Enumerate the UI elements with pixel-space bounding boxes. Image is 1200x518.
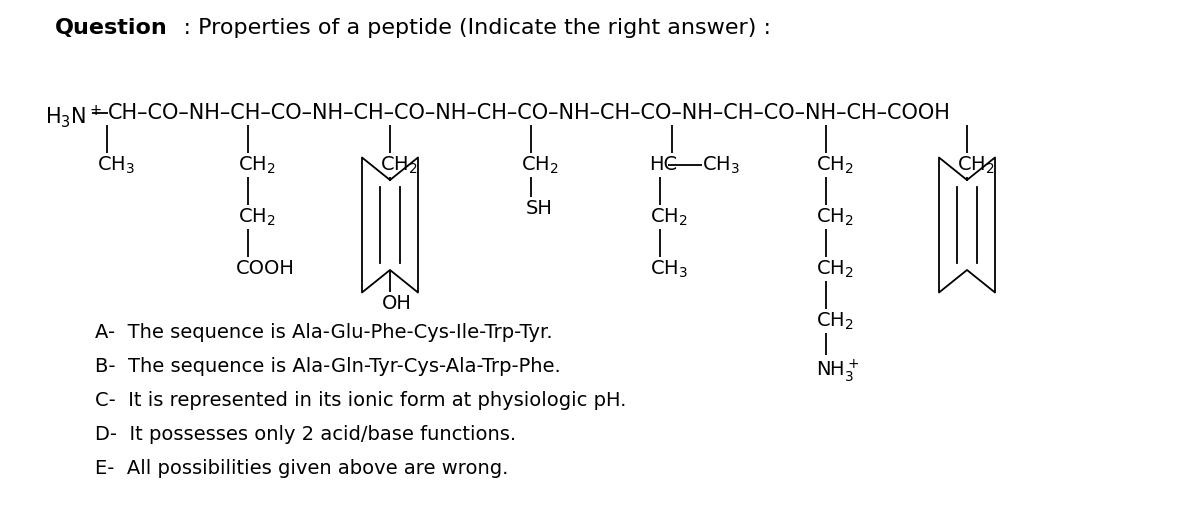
- Text: SH: SH: [526, 199, 553, 218]
- Text: CH–CO–NH–CH–CO–NH–CH–CO–NH–CH–CO–NH–CH–CO–NH–CH–CO–NH–CH–COOH: CH–CO–NH–CH–CO–NH–CH–CO–NH–CH–CO–NH–CH–C…: [108, 103, 950, 123]
- Text: CH$_2$: CH$_2$: [816, 259, 853, 280]
- Text: CH$_3$: CH$_3$: [97, 155, 136, 176]
- Text: B-  The sequence is Ala-Gln-Tyr-Cys-Ala-Trp-Phe.: B- The sequence is Ala-Gln-Tyr-Cys-Ala-T…: [95, 357, 560, 376]
- Text: CH$_2$: CH$_2$: [521, 155, 559, 176]
- Text: CH$_3$: CH$_3$: [702, 155, 740, 176]
- Text: E-  All possibilities given above are wrong.: E- All possibilities given above are wro…: [95, 459, 509, 478]
- Text: HC: HC: [649, 155, 677, 174]
- Text: CH$_2$: CH$_2$: [816, 311, 853, 333]
- Text: A-  The sequence is Ala-Glu-Phe-Cys-Ile-Trp-Tyr.: A- The sequence is Ala-Glu-Phe-Cys-Ile-T…: [95, 323, 553, 342]
- Text: COOH: COOH: [236, 259, 295, 278]
- Text: NH$_3^+$: NH$_3^+$: [816, 357, 859, 384]
- Text: Question: Question: [55, 18, 168, 38]
- Text: CH$_3$: CH$_3$: [650, 259, 688, 280]
- Text: CH$_2$: CH$_2$: [816, 207, 853, 228]
- Text: CH$_2$: CH$_2$: [238, 155, 276, 176]
- Text: CH$_2$: CH$_2$: [816, 155, 853, 176]
- Text: D-  It possesses only 2 acid/base functions.: D- It possesses only 2 acid/base functio…: [95, 425, 516, 444]
- Text: H$_3$N$^+$: H$_3$N$^+$: [46, 103, 102, 130]
- Text: CH$_2$: CH$_2$: [238, 207, 276, 228]
- Text: CH$_2$: CH$_2$: [650, 207, 688, 228]
- Text: CH$_2$: CH$_2$: [380, 155, 418, 176]
- Text: C-  It is represented in its ionic form at physiologic pH.: C- It is represented in its ionic form a…: [95, 391, 626, 410]
- Text: OH: OH: [382, 294, 412, 313]
- Text: : Properties of a peptide (Indicate the right answer) :: : Properties of a peptide (Indicate the …: [155, 18, 772, 38]
- Text: CH$_2$: CH$_2$: [958, 155, 995, 176]
